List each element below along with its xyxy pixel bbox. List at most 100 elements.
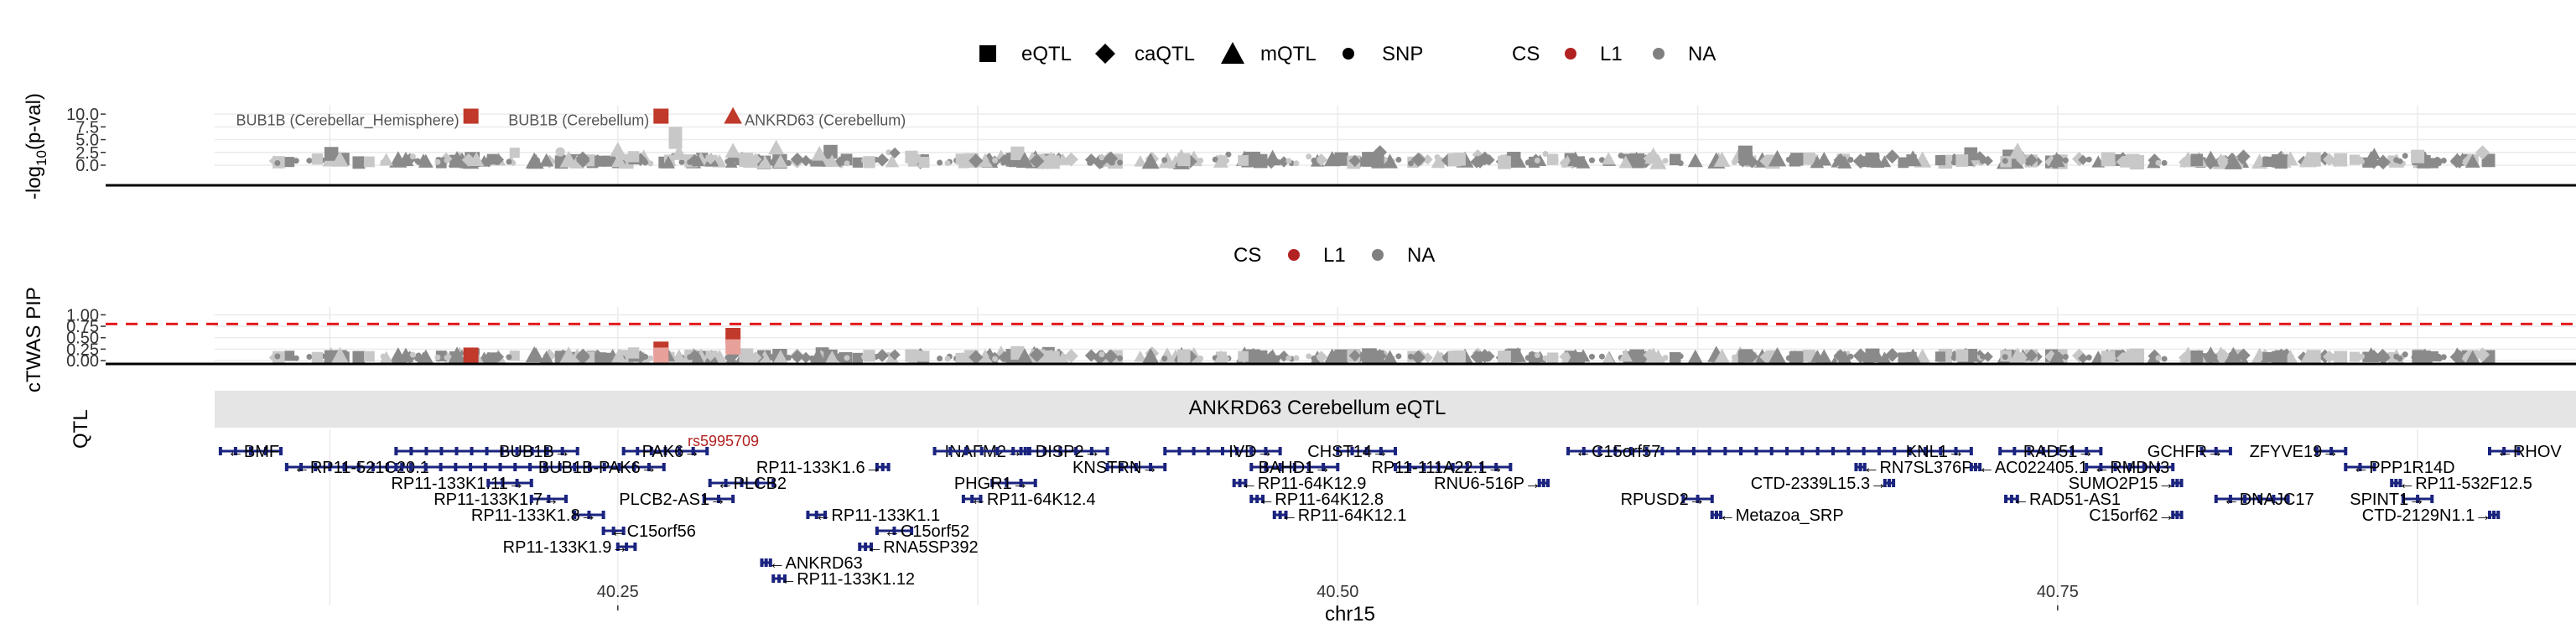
pip-point (852, 352, 863, 364)
gene-exon (1011, 447, 1015, 455)
pip-point (1117, 355, 1124, 361)
manhattan-point (506, 158, 512, 165)
gene-exon (768, 558, 772, 567)
gene-label: ←RHOV (2496, 443, 2562, 461)
gene-exon (1249, 495, 1254, 503)
manhattan-point (274, 159, 281, 166)
manhattan-point (1238, 155, 1249, 166)
pip-point (969, 350, 984, 365)
manhattan-ytick-label: 10.0 (66, 106, 99, 124)
pip-point (284, 351, 295, 361)
manhattan-point (1789, 155, 1801, 167)
manhattan-point (1087, 159, 1093, 166)
manhattan-point (668, 127, 683, 141)
pip-point (1382, 350, 1398, 365)
manhattan-point (1213, 153, 1228, 168)
manhattan-point (785, 160, 792, 167)
manhattan-point (1348, 154, 1361, 167)
manhattan-point (555, 147, 565, 157)
gene-exon (756, 479, 760, 487)
pip-point (633, 350, 647, 364)
manhattan-point (944, 160, 951, 167)
manhattan-y-label: -log10(p-val) (23, 93, 49, 200)
manhattan-point (1362, 152, 1377, 167)
manhattan-point (1498, 155, 1511, 169)
gene-exon (705, 447, 709, 455)
gene-exon (948, 447, 953, 455)
gene-exon (515, 479, 519, 487)
gene-label: ←RP11-532F12.5 (2398, 475, 2532, 493)
gene-exon (1177, 447, 1182, 455)
gene-exon (716, 495, 720, 503)
manhattan-point (1534, 157, 1540, 164)
gene-exon (2398, 479, 2402, 487)
manhattan-point (525, 152, 543, 169)
manhattan-point (268, 155, 280, 167)
manhattan-point (2475, 145, 2490, 160)
pip-highlight-point (725, 339, 741, 355)
manhattan-ytick-label: 0.0 (75, 157, 99, 175)
gene-exon (1436, 463, 1441, 471)
pip-point (2101, 351, 2116, 365)
gene-exon (485, 447, 489, 455)
gene-exon (649, 447, 653, 455)
gene-exon (1074, 447, 1078, 455)
pip-point (1064, 349, 1078, 363)
gene-exon (1754, 447, 1758, 455)
gene-exon (2085, 447, 2089, 455)
manhattan-point (397, 151, 414, 167)
pip-point (1847, 353, 1854, 360)
manhattan-point (1618, 153, 1624, 159)
pip-point (1885, 347, 1899, 362)
gene-label: ←Metazoa_SRP (1719, 506, 1844, 525)
gene-exon (662, 463, 666, 471)
manhattan-point (444, 157, 450, 164)
manhattan-point (509, 148, 520, 158)
gene-exon (1163, 463, 1167, 471)
manhattan-point (2054, 153, 2065, 165)
gene-y-label: QTL (70, 409, 92, 449)
diamond-icon (1095, 44, 1115, 64)
gene-exon (1105, 463, 1109, 471)
pip-point (559, 346, 578, 363)
gene-label: ←PPP1R14D (2352, 459, 2454, 477)
pip-point (1098, 351, 1105, 358)
manhattan-point (2008, 143, 2027, 159)
gene-exon (1566, 447, 1571, 455)
gene-exon (1862, 447, 1866, 455)
gene-exon (2516, 447, 2521, 455)
pip-point (1422, 352, 1433, 363)
pip-point (311, 351, 323, 363)
pip-point (2110, 355, 2116, 361)
gene-exon (771, 479, 776, 487)
gene-exon (1613, 447, 1618, 455)
manhattan-point (1161, 157, 1168, 164)
gene-exon (2179, 479, 2184, 487)
manhattan-point (969, 153, 984, 169)
manhattan-point (1470, 155, 1483, 169)
gene-exon (621, 527, 626, 535)
pip-point (415, 352, 422, 359)
manhattan-point-label: ANKRD63 (Cerebellum) (745, 112, 906, 129)
manhattan-point (633, 153, 647, 167)
manhattan-point (1447, 153, 1462, 167)
gene-exon (498, 463, 502, 471)
gene-exon (1465, 463, 1469, 471)
gene-exon (1192, 447, 1196, 455)
pip-point (977, 349, 994, 364)
gene-label: ←C15orf57 (1575, 443, 1660, 461)
pip-point (1285, 355, 1292, 361)
gene-exon (691, 447, 695, 455)
pip-point (2134, 354, 2141, 361)
gene-exon (545, 447, 549, 455)
gene-exon (724, 479, 728, 487)
manhattan-point (331, 150, 349, 167)
gene-exon (1322, 463, 1326, 471)
manhattan-point (773, 154, 788, 169)
gene-exon (2041, 447, 2045, 455)
pip-point (1311, 355, 1317, 361)
pip-point (2323, 350, 2336, 363)
pip-point (1050, 354, 1057, 361)
gene-exon (1769, 447, 1774, 455)
manhattan-point (875, 153, 889, 167)
